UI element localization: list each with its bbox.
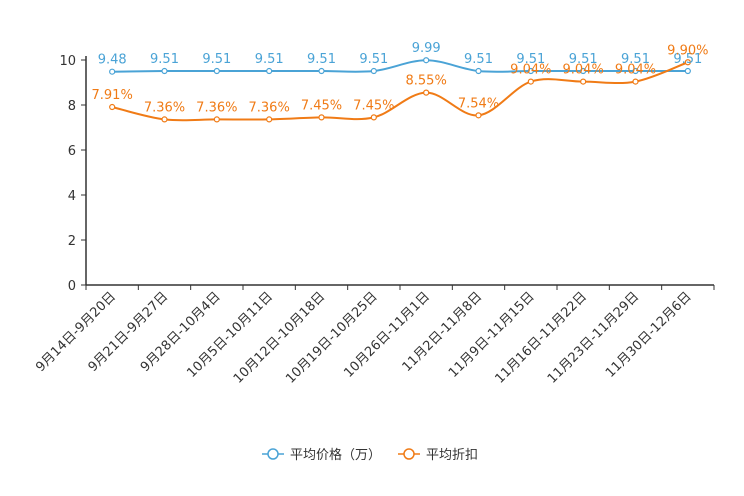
y-tick-label: 0 [68, 279, 76, 294]
data-label: 9.51 [150, 52, 179, 67]
data-label: 7.36% [144, 100, 185, 115]
series-line-0 [112, 59, 688, 73]
data-point[interactable] [632, 67, 639, 75]
data-point[interactable] [423, 57, 430, 64]
legend[interactable]: 平均价格（万） 平均折扣 [262, 447, 478, 463]
data-label: 7.45% [301, 98, 342, 113]
data-point[interactable] [109, 103, 116, 111]
data-point[interactable] [213, 116, 220, 123]
data-label: 7.45% [353, 98, 394, 113]
data-point[interactable] [318, 67, 325, 75]
data-point[interactable] [109, 68, 116, 75]
data-point[interactable] [475, 112, 482, 119]
data-label: 9.51 [359, 52, 388, 67]
data-point[interactable] [266, 116, 273, 123]
x-tick-label: 11月23日-11月29日 [545, 289, 642, 386]
data-label: 9.51 [621, 52, 650, 67]
data-label: 9.90% [667, 43, 708, 58]
data-point[interactable] [684, 67, 691, 75]
data-label: 9.51 [307, 52, 336, 67]
x-tick-label: 10月12日-10月18日 [231, 289, 328, 386]
legend-label: 平均折扣 [426, 448, 478, 463]
data-point[interactable] [475, 67, 482, 75]
data-point[interactable] [370, 114, 377, 121]
y-tick-label: 4 [68, 189, 76, 204]
data-point[interactable] [684, 59, 691, 66]
data-label: 7.36% [249, 100, 290, 115]
data-point[interactable] [580, 78, 587, 85]
data-label: 9.04% [510, 63, 551, 78]
data-label: 8.55% [406, 74, 447, 89]
y-tick-label: 8 [68, 99, 76, 114]
data-labels: 9.48 9.51 9.51 9.51 9.51 9.51 9.99 9.51 9.51 9.51… [92, 41, 709, 115]
data-label: 9.51 [516, 52, 545, 67]
data-label: 7.36% [196, 100, 237, 115]
data-label: 9.04% [615, 63, 656, 78]
data-point[interactable] [266, 67, 273, 75]
data-point[interactable] [632, 78, 639, 85]
series-points [109, 57, 691, 123]
data-point[interactable] [213, 67, 220, 75]
data-label: 9.51 [202, 52, 231, 67]
data-point[interactable] [370, 67, 377, 75]
data-label: 9.51 [569, 52, 598, 67]
data-point[interactable] [580, 67, 587, 75]
data-label: 9.99 [412, 41, 441, 56]
x-tick-label: 10月19日-10月25日 [283, 289, 380, 386]
data-label: 9.51 [464, 52, 493, 67]
data-label: 7.54% [458, 96, 499, 111]
data-label: 9.51 [255, 52, 284, 67]
legend-label: 平均价格（万） [290, 447, 381, 463]
y-tick-label: 10 [59, 54, 76, 69]
data-point[interactable] [318, 114, 325, 121]
data-point[interactable] [423, 89, 430, 96]
data-point[interactable] [527, 78, 534, 85]
y-tick-label: 6 [68, 144, 76, 159]
y-tick-label: 2 [68, 234, 76, 249]
data-label: 7.91% [92, 88, 133, 103]
data-point[interactable] [161, 67, 168, 75]
legend-item-1[interactable]: 平均折扣 [398, 448, 478, 463]
legend-item-0[interactable]: 平均价格（万） [262, 447, 381, 463]
x-tick-label: 11月16日-11月22日 [493, 289, 590, 386]
legend-marker-icon [267, 448, 279, 460]
legend-marker-icon [403, 448, 415, 460]
data-point[interactable] [161, 116, 168, 123]
data-label: 9.48 [98, 53, 127, 68]
data-label: 9.04% [563, 63, 604, 78]
data-point[interactable] [527, 67, 534, 75]
data-label: 9.51 [673, 52, 702, 67]
